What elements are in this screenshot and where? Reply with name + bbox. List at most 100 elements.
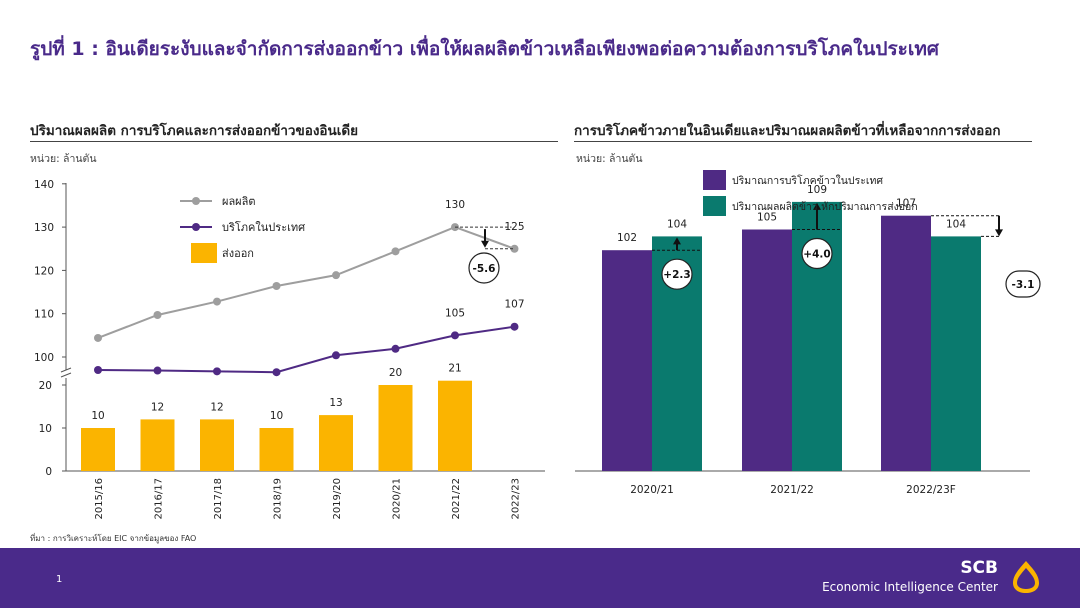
export-bar-label: 20 (389, 367, 402, 379)
legend-production-label: ผลผลิต (222, 195, 256, 208)
legend-export-label: ส่งออก (222, 247, 254, 260)
consumption-line (97, 325, 515, 374)
export-bar (378, 385, 413, 471)
x-tick-label: 2018/19 (273, 478, 284, 520)
remaining-output-bar-label: 109 (807, 184, 827, 196)
legend-remaining-swatch (703, 196, 726, 216)
export-bar (259, 428, 294, 471)
right-title-rule (574, 141, 1032, 142)
remaining-output-bar-label: 104 (946, 218, 966, 230)
brand-name: SCB (960, 558, 998, 578)
annotation-bubble (801, 237, 833, 270)
right-chart: 102 104 2020/21 105 109 2021/22 107 104 2022/23F… (575, 170, 1041, 496)
left-chart: 100 110 120 130 140 0 10 20 10 12 12 10 13 20 21 2015/1… (34, 179, 545, 520)
x-tick-label: 2022/23 (511, 478, 522, 520)
page-title: รูปที่ 1 : อินเดียระงับและจำกัดการส่งออก… (30, 38, 939, 60)
export-bar (200, 419, 234, 471)
footer-bar (0, 548, 1080, 608)
y-tick-label-lower: 0 (45, 466, 52, 478)
consumption-point (213, 367, 221, 376)
production-point (391, 247, 400, 256)
annotation-value: -3.1 (1012, 279, 1035, 291)
consumption-point (332, 351, 340, 360)
brand-subtitle: Economic Intelligence Center (822, 580, 998, 594)
y-tick-label-upper: 130 (34, 222, 54, 234)
right-chart-title: การบริโภคข้าวภายในอินเดียและปริมาณผลผลิต… (574, 123, 1001, 139)
y-tick-label-upper: 100 (34, 352, 54, 364)
export-bar (438, 380, 472, 471)
production-point (332, 271, 340, 280)
down-arrowhead-icon (995, 229, 1003, 237)
annotation-value: -5.6 (473, 263, 496, 275)
up-arrowhead-icon (813, 202, 821, 210)
x-tick-label: 2021/22 (770, 484, 814, 496)
right-unit-label: หน่วย: ล้านตัน (576, 153, 643, 165)
legend-remaining-label: ปริมาณผลผลิตข้าว หักปริมาณการส่งออก (732, 201, 918, 213)
y-tick-label-lower: 20 (39, 380, 52, 392)
page-number: 1 (56, 574, 63, 585)
consumption-bar (602, 250, 652, 471)
production-point (510, 244, 519, 253)
axis-break-icon (60, 367, 72, 378)
production-point (94, 333, 102, 342)
export-bar-label: 12 (210, 401, 223, 413)
legend-consumption-label: ปริมาณการบริโภคข้าวในประเทศ (732, 174, 883, 187)
consumption-point (272, 368, 281, 377)
consumption-bar-label: 105 (757, 212, 777, 224)
left-chart-title: ปริมาณผลผลิต การบริโภคและการส่งออกข้าวขอ… (30, 123, 359, 139)
x-tick-label: 2021/22 (451, 478, 462, 520)
point-label: 105 (445, 307, 465, 319)
production-point (153, 310, 162, 319)
export-bar-label: 12 (151, 401, 164, 413)
export-bar (81, 428, 115, 471)
consumption-point (153, 366, 162, 375)
left-unit-label: หน่วย: ล้านตัน (30, 153, 97, 165)
export-bar-label: 21 (448, 363, 461, 375)
legend-consumption-marker (192, 223, 200, 231)
production-point (213, 297, 221, 306)
export-bar-label: 10 (91, 410, 104, 422)
export-bar (140, 419, 175, 471)
y-tick-label-lower: 10 (39, 423, 52, 435)
annotation-bubble (1005, 270, 1041, 298)
consumption-point (94, 366, 102, 374)
export-bar-label: 10 (270, 410, 283, 422)
y-tick-label-upper: 120 (34, 265, 54, 277)
x-tick-label: 2016/17 (154, 478, 165, 520)
annotation-bubble (661, 258, 693, 290)
legend-export-swatch (191, 243, 217, 263)
annotation-value: +4.0 (803, 249, 830, 261)
up-arrowhead-icon (673, 237, 681, 245)
consumption-point (451, 331, 459, 340)
annotation-value: +2.3 (663, 269, 690, 281)
left-title-rule (30, 141, 558, 142)
consumption-point (510, 322, 519, 331)
production-line (97, 226, 515, 339)
x-tick-label: 2019/20 (332, 478, 343, 520)
annotation-bubble (468, 252, 500, 284)
consumption-point (391, 344, 400, 353)
down-arrowhead-icon (481, 240, 489, 248)
remaining-output-bar (931, 236, 981, 471)
x-tick-label: 2020/21 (392, 478, 403, 520)
x-tick-label: 2022/23F (906, 484, 956, 496)
y-tick-label-upper: 110 (34, 309, 54, 321)
legend-production-marker (192, 197, 200, 205)
consumption-bar (742, 229, 792, 471)
production-point (272, 281, 281, 290)
legend-consumption-swatch (703, 170, 726, 190)
point-label: 107 (504, 299, 524, 311)
export-bar (319, 415, 353, 471)
consumption-bar-label: 107 (896, 198, 916, 210)
remaining-output-bar-label: 104 (667, 218, 687, 230)
consumption-bar-label: 102 (617, 232, 637, 244)
consumption-bar (881, 215, 931, 471)
y-tick-label-upper: 140 (34, 179, 54, 191)
x-tick-label: 2015/16 (94, 478, 105, 520)
scb-logo-icon (1013, 561, 1039, 593)
x-tick-label: 2017/18 (213, 478, 224, 520)
x-tick-label: 2020/21 (630, 484, 674, 496)
point-label: 130 (445, 199, 465, 211)
point-label: 125 (504, 221, 524, 233)
export-bar-label: 13 (329, 397, 342, 409)
